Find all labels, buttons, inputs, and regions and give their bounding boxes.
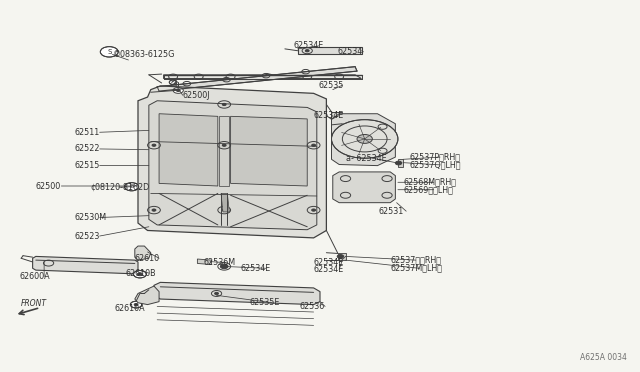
Text: B: B [129, 184, 134, 189]
Polygon shape [219, 116, 229, 186]
Polygon shape [138, 86, 326, 238]
Circle shape [220, 264, 228, 269]
Circle shape [222, 103, 226, 106]
Circle shape [214, 292, 218, 295]
Text: 62534: 62534 [338, 47, 363, 56]
Polygon shape [332, 112, 342, 134]
Circle shape [222, 144, 226, 146]
Circle shape [337, 254, 344, 258]
Circle shape [131, 301, 142, 308]
Text: ¢08120-8162D: ¢08120-8162D [90, 183, 149, 192]
Circle shape [357, 135, 372, 143]
Circle shape [312, 144, 316, 146]
Text: 62536M: 62536M [204, 258, 236, 267]
Text: 62537M（LH）: 62537M（LH） [390, 264, 442, 273]
Circle shape [134, 270, 147, 278]
Polygon shape [154, 282, 320, 305]
Circle shape [396, 161, 402, 165]
Text: 62535: 62535 [319, 81, 344, 90]
Text: 62515: 62515 [74, 161, 99, 170]
Circle shape [125, 183, 139, 191]
Polygon shape [298, 47, 362, 54]
Polygon shape [149, 101, 317, 230]
Text: 62531: 62531 [379, 207, 404, 216]
Polygon shape [135, 246, 151, 260]
Polygon shape [159, 114, 218, 186]
Text: 62500: 62500 [36, 182, 61, 190]
Text: 62534E: 62534E [314, 258, 344, 267]
Text: 62522: 62522 [74, 144, 100, 153]
Polygon shape [197, 259, 211, 264]
Circle shape [152, 144, 156, 146]
Circle shape [332, 120, 398, 158]
Polygon shape [333, 172, 396, 203]
Text: ©08363-6125G: ©08363-6125G [113, 50, 175, 59]
Text: 62534E: 62534E [240, 264, 271, 273]
Text: 62610A: 62610A [115, 304, 145, 313]
Circle shape [176, 89, 180, 92]
Text: 62523: 62523 [74, 231, 99, 241]
Circle shape [100, 46, 118, 57]
Text: S: S [107, 49, 111, 55]
Text: a- 62534E: a- 62534E [346, 154, 386, 163]
Text: 62537Q（LH）: 62537Q（LH） [410, 160, 461, 169]
Text: 62534E: 62534E [314, 111, 344, 120]
Text: 62511: 62511 [74, 128, 99, 137]
Polygon shape [338, 253, 346, 260]
Text: 62536: 62536 [300, 302, 325, 311]
Text: 62530M: 62530M [74, 213, 106, 222]
Text: A625A 0034: A625A 0034 [580, 353, 627, 362]
Text: 62500J: 62500J [182, 91, 210, 100]
Circle shape [170, 80, 177, 84]
Circle shape [134, 304, 138, 306]
Text: 62534E: 62534E [293, 41, 323, 51]
Text: 62534E: 62534E [314, 265, 344, 274]
Polygon shape [135, 286, 159, 305]
Circle shape [222, 209, 226, 211]
Circle shape [138, 273, 143, 276]
Text: 62610B: 62610B [125, 269, 156, 278]
Circle shape [173, 87, 183, 93]
Polygon shape [33, 256, 138, 274]
Text: 62600A: 62600A [20, 272, 51, 281]
Text: FRONT: FRONT [21, 299, 47, 308]
Polygon shape [157, 67, 357, 91]
Polygon shape [398, 159, 403, 167]
Polygon shape [221, 193, 229, 212]
Polygon shape [164, 75, 362, 78]
Text: 62537　（RH）: 62537 （RH） [390, 256, 441, 264]
Text: 62568M（RH）: 62568M（RH） [403, 178, 456, 187]
Circle shape [312, 209, 316, 211]
Text: 62537P（RH）: 62537P（RH） [410, 153, 460, 161]
Text: 62610: 62610 [135, 254, 160, 263]
Text: 62535E: 62535E [250, 298, 280, 307]
Text: 62569　（LH）: 62569 （LH） [403, 185, 453, 194]
Circle shape [305, 49, 309, 52]
Circle shape [152, 209, 156, 211]
Polygon shape [332, 114, 396, 166]
Polygon shape [230, 116, 307, 186]
